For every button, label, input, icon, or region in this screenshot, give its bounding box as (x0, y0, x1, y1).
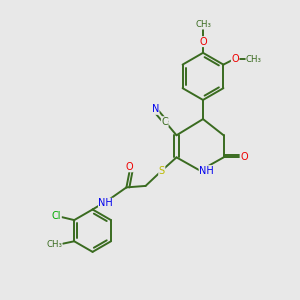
Text: CH₃: CH₃ (195, 20, 211, 29)
Text: O: O (231, 54, 239, 64)
Text: N: N (152, 104, 159, 114)
Text: CH₃: CH₃ (246, 55, 262, 64)
Text: C: C (161, 117, 168, 127)
Text: CH₃: CH₃ (46, 240, 62, 249)
Text: O: O (126, 162, 133, 172)
Text: Cl: Cl (52, 211, 61, 221)
Text: NH: NH (98, 198, 113, 208)
Text: O: O (240, 152, 248, 162)
Text: O: O (199, 37, 207, 46)
Text: NH: NH (199, 166, 214, 176)
Text: S: S (159, 166, 165, 176)
